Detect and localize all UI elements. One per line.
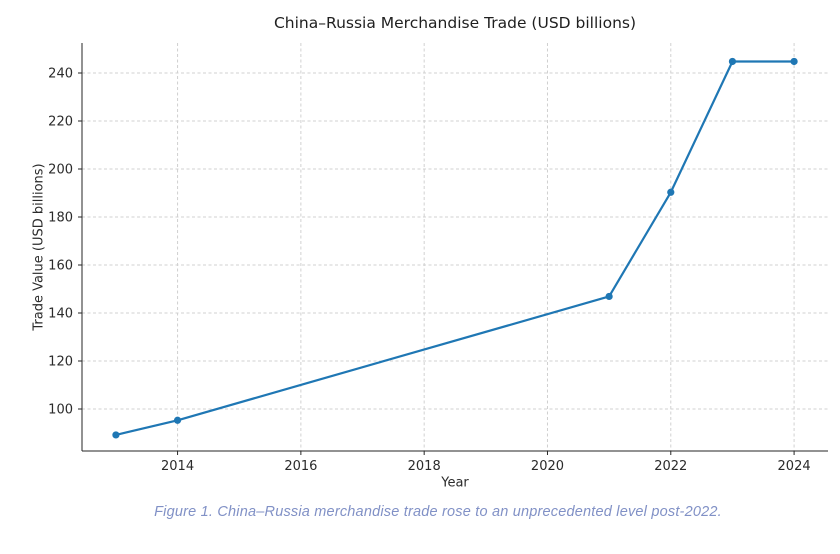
y-tick-label: 100: [48, 403, 73, 418]
y-tick-label: 240: [48, 67, 73, 82]
data-point-2022: [667, 188, 675, 196]
y-tick-label: 180: [48, 211, 73, 226]
figure-caption: Figure 1. China–Russia merchandise trade…: [154, 504, 722, 520]
trade-value-line: [114, 60, 796, 437]
y-tick-label: 200: [48, 163, 73, 178]
y-tick-label: 220: [48, 115, 73, 130]
x-axis-label: Year: [441, 475, 469, 491]
x-tick-label: 2020: [531, 459, 564, 474]
data-point-2013: [112, 431, 120, 439]
x-tick-label: 2022: [654, 459, 687, 474]
data-point-2014: [173, 416, 182, 424]
x-tick-label: 2016: [284, 459, 317, 474]
x-tick-label: 2018: [408, 459, 441, 474]
chart-title: China–Russia Merchandise Trade (USD bill…: [273, 14, 637, 32]
data-point-2023: [728, 57, 737, 66]
data-point-2024: [790, 57, 798, 66]
y-tick-label: 120: [48, 355, 73, 370]
x-tick-label: 2014: [161, 459, 194, 474]
y-tick-label: 160: [48, 259, 73, 274]
data-point-2021: [605, 292, 613, 301]
y-tick-label: 140: [48, 307, 73, 322]
x-tick-label: 2024: [778, 459, 811, 474]
